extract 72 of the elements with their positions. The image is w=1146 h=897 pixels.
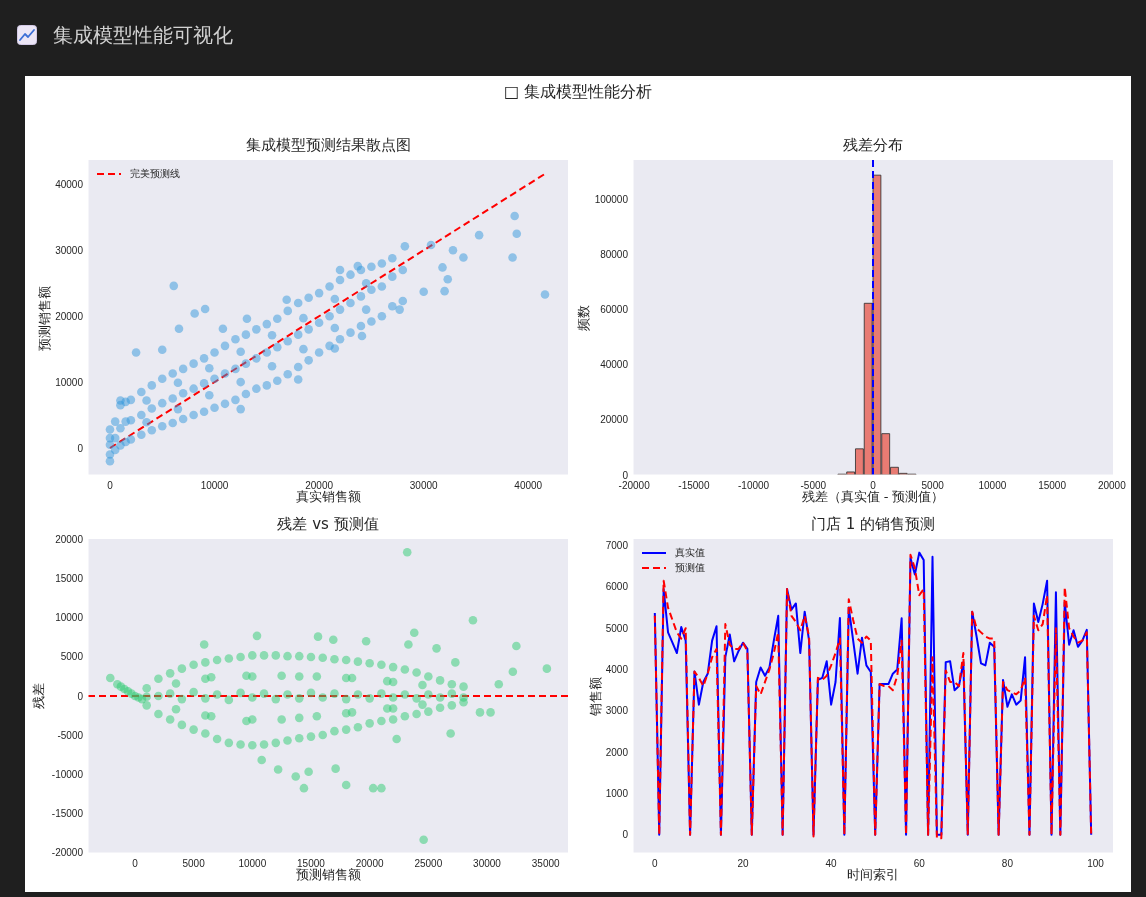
x-tick-label: 80 — [1001, 858, 1014, 870]
y-tick-label: -15000 — [51, 807, 84, 819]
text: 集成模型性能可视化 — [53, 23, 233, 47]
x-tick-label: 20000 — [305, 480, 334, 492]
y-tick-label: 5000 — [60, 651, 84, 663]
x-tick-label: 10000 — [200, 480, 229, 492]
x-tick-label: 15000 — [297, 858, 326, 870]
y-tick-label: 6000 — [605, 581, 629, 593]
y-tick-label: 0 — [77, 442, 84, 454]
x-tick-label: -10000 — [738, 480, 770, 492]
x-tick-label: 0 — [107, 480, 114, 492]
x-tick-label: 40000 — [514, 480, 543, 492]
y-tick-label: 20000 — [55, 310, 84, 322]
x-tick-label: 10000 — [978, 480, 1007, 492]
y-tick-label: 80000 — [600, 249, 629, 261]
legend-label: 真实值 — [675, 547, 705, 559]
x-tick-label: 20 — [737, 858, 749, 870]
y-tick-label: 1000 — [605, 788, 629, 800]
x-tick-label: 0 — [870, 480, 877, 492]
y-tick-label: 60000 — [600, 304, 629, 316]
y-tick-label: 0 — [622, 829, 629, 841]
chart-title: 集成模型预测结果散点图 — [245, 136, 411, 154]
y-tick-label: 40000 — [600, 359, 629, 371]
y-tick-label: -20000 — [51, 846, 84, 858]
y-tick-label: 2000 — [605, 746, 629, 758]
x-tick-label: 0 — [652, 858, 659, 870]
y-tick-label: 30000 — [55, 244, 84, 256]
y-tick-label: 5000 — [605, 622, 629, 634]
chart-title: 门店 1 的销售预测 — [810, 515, 936, 533]
x-tick-label: 60 — [913, 858, 926, 870]
text: □ 集成模型性能分析 — [503, 82, 653, 101]
legend-label: 完美预测线 — [130, 168, 180, 180]
x-tick-label: 0 — [132, 858, 139, 870]
y-tick-label: 100000 — [594, 193, 629, 205]
x-axis-title: 时间索引 — [847, 867, 899, 882]
chart-title: 残差分布 — [843, 136, 903, 154]
y-tick-label: 0 — [622, 469, 629, 481]
x-axis-title: 预测销售额 — [295, 867, 361, 882]
legend-label: 预测值 — [675, 562, 705, 574]
y-tick-label: -5000 — [57, 729, 84, 741]
x-tick-label: 5000 — [182, 858, 206, 870]
y-axis-title: 销售额 — [587, 676, 603, 716]
y-tick-label: 7000 — [605, 540, 629, 552]
y-tick-label: 15000 — [55, 573, 84, 585]
x-tick-label: 15000 — [1038, 480, 1067, 492]
y-tick-label: 4000 — [605, 664, 629, 676]
y-tick-label: 20000 — [55, 534, 84, 546]
x-tick-label: 5000 — [921, 480, 945, 492]
y-axis-title: 残差 — [31, 683, 47, 709]
x-tick-label: -5000 — [800, 480, 827, 492]
y-tick-label: 10000 — [55, 612, 84, 624]
x-tick-label: 40 — [825, 858, 838, 870]
y-tick-label: 20000 — [600, 414, 629, 426]
x-axis-title: 真实销售额 — [295, 489, 361, 504]
y-tick-label: 40000 — [55, 178, 84, 190]
x-tick-label: 20000 — [1097, 480, 1127, 492]
x-tick-label: 30000 — [473, 858, 502, 870]
y-axis-title: 频数 — [576, 304, 592, 331]
chart-title: 残差 vs 预测值 — [277, 515, 379, 533]
x-tick-label: 25000 — [414, 858, 443, 870]
y-tick-label: 0 — [77, 690, 84, 702]
x-tick-label: -15000 — [678, 480, 710, 492]
x-tick-label: 30000 — [409, 480, 439, 492]
x-tick-label: 100 — [1087, 858, 1105, 870]
x-axis-title: 残差（真实值 - 预测值） — [801, 489, 945, 504]
y-tick-label: 10000 — [55, 376, 84, 388]
y-axis-title: 预测销售额 — [37, 285, 52, 350]
x-tick-label: 35000 — [531, 858, 561, 870]
y-tick-label: 3000 — [605, 705, 629, 717]
x-tick-label: 20000 — [355, 858, 384, 870]
y-tick-label: -10000 — [51, 768, 84, 780]
x-tick-label: 10000 — [238, 858, 267, 870]
